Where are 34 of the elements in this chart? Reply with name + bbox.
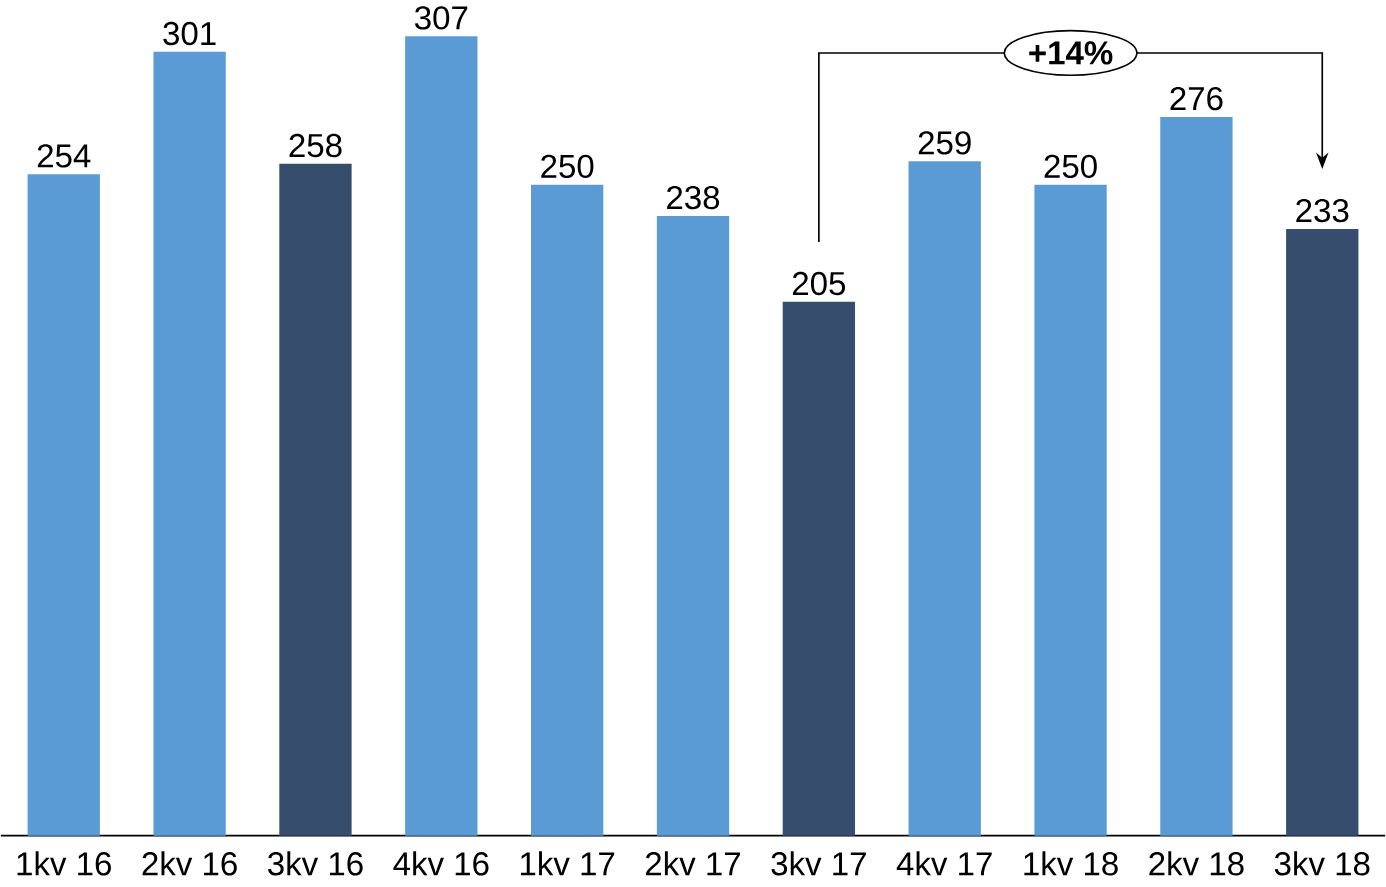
data-label: 259 [918, 131, 971, 155]
data-label: 233 [1296, 199, 1349, 223]
x-tick-label: 4kv 16 [393, 851, 489, 876]
x-tick-label: 4kv 17 [896, 851, 992, 876]
bar [27, 174, 100, 836]
bar [405, 36, 478, 836]
x-tick-label: 2kv 16 [142, 851, 237, 876]
data-label: 258 [289, 134, 342, 158]
bar [656, 216, 730, 836]
x-tick-label: 1kv 18 [1024, 851, 1118, 876]
x-tick-label: 3kv 16 [268, 851, 363, 876]
x-tick-label: 1kv 17 [520, 851, 615, 876]
x-tick-label: 2kv 18 [1149, 851, 1244, 876]
bar [279, 164, 352, 836]
x-tick-label: 2kv 17 [645, 851, 741, 876]
data-label: 238 [667, 186, 720, 210]
x-tick-label: 1kv 16 [17, 851, 111, 876]
bar [1286, 229, 1359, 836]
data-label: 307 [415, 6, 468, 30]
data-label: 276 [1170, 87, 1223, 111]
data-label: 250 [541, 154, 594, 179]
bar [1034, 184, 1107, 836]
bar [782, 302, 856, 836]
bar [1160, 117, 1233, 836]
x-tick-label: 3kv 17 [771, 851, 866, 876]
annotation: +14% [1029, 41, 1113, 65]
bar [531, 184, 604, 836]
x-tick-label: 3kv 18 [1274, 851, 1370, 876]
data-label: 254 [37, 144, 91, 168]
bar [153, 52, 226, 836]
bar [908, 161, 981, 836]
data-label: 250 [1044, 154, 1097, 179]
data-label: 301 [163, 22, 216, 46]
data-label: 205 [792, 272, 846, 296]
